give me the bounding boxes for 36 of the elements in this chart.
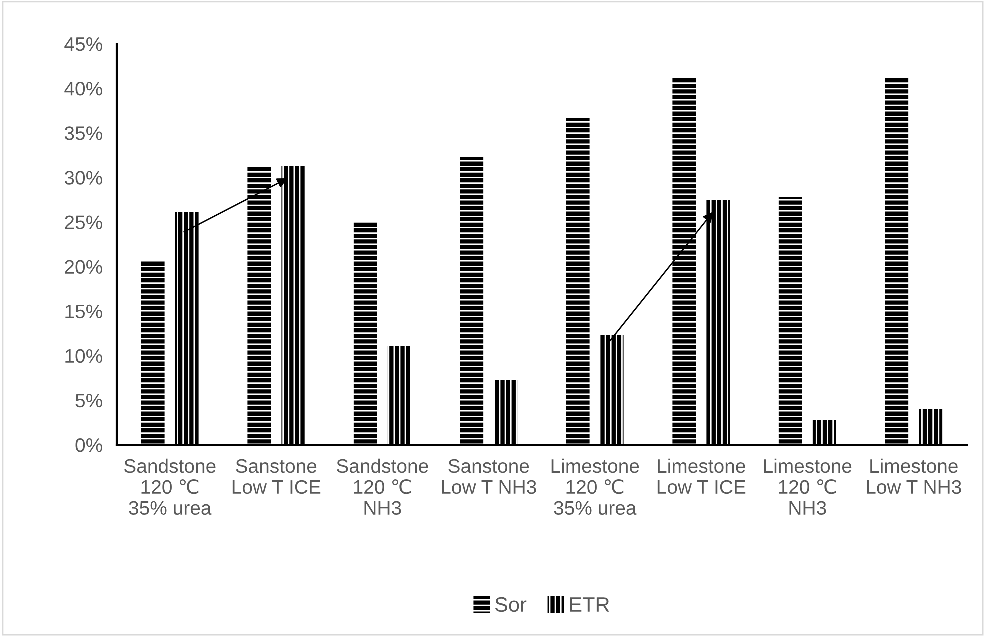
y-tick-label: 20% xyxy=(65,260,102,274)
y-tick-label: 0% xyxy=(76,438,102,452)
bar xyxy=(141,260,165,445)
bar xyxy=(778,197,802,445)
x-tick-label: Sanstone Low T ICE xyxy=(232,459,321,494)
y-tick-label: 35% xyxy=(64,126,102,140)
bar xyxy=(885,76,909,445)
bar xyxy=(672,76,696,445)
x-tick-label: Limestone 120 ℃ 35% urea xyxy=(552,458,640,516)
bar xyxy=(706,200,730,445)
bar xyxy=(248,166,272,445)
bar xyxy=(282,166,306,445)
y-tick-label: 10% xyxy=(66,349,102,364)
bar xyxy=(919,409,943,445)
bar xyxy=(388,346,412,445)
y-tick-label: 45% xyxy=(64,38,102,52)
bar xyxy=(494,380,518,445)
x-tick-label: Sandstone 120 ℃ NH3 xyxy=(337,458,428,516)
x-tick-label: Sandstone 120 ℃ 35% urea xyxy=(124,458,216,516)
bar xyxy=(460,157,484,445)
x-tick-label: Sanstone Low T NH3 xyxy=(442,459,536,494)
x-tick-label: Limestone 120 ℃ NH3 xyxy=(764,458,852,516)
x-tick-label: Limestone Low T NH3 xyxy=(867,458,962,494)
y-tick-label: 40% xyxy=(64,82,102,96)
bar xyxy=(812,420,836,445)
y-tick-label: 5% xyxy=(76,394,102,408)
bar xyxy=(354,221,378,445)
x-tick-label: Limestone Low T ICE xyxy=(658,458,746,494)
y-tick-label: 25% xyxy=(65,216,102,230)
legend-label: ETR xyxy=(570,598,610,612)
y-tick-label: 30% xyxy=(64,171,102,185)
legend-label: Sor xyxy=(495,597,527,612)
bar xyxy=(566,118,590,445)
bar xyxy=(600,335,624,445)
bar xyxy=(175,212,199,445)
y-tick-label: 15% xyxy=(66,304,102,319)
